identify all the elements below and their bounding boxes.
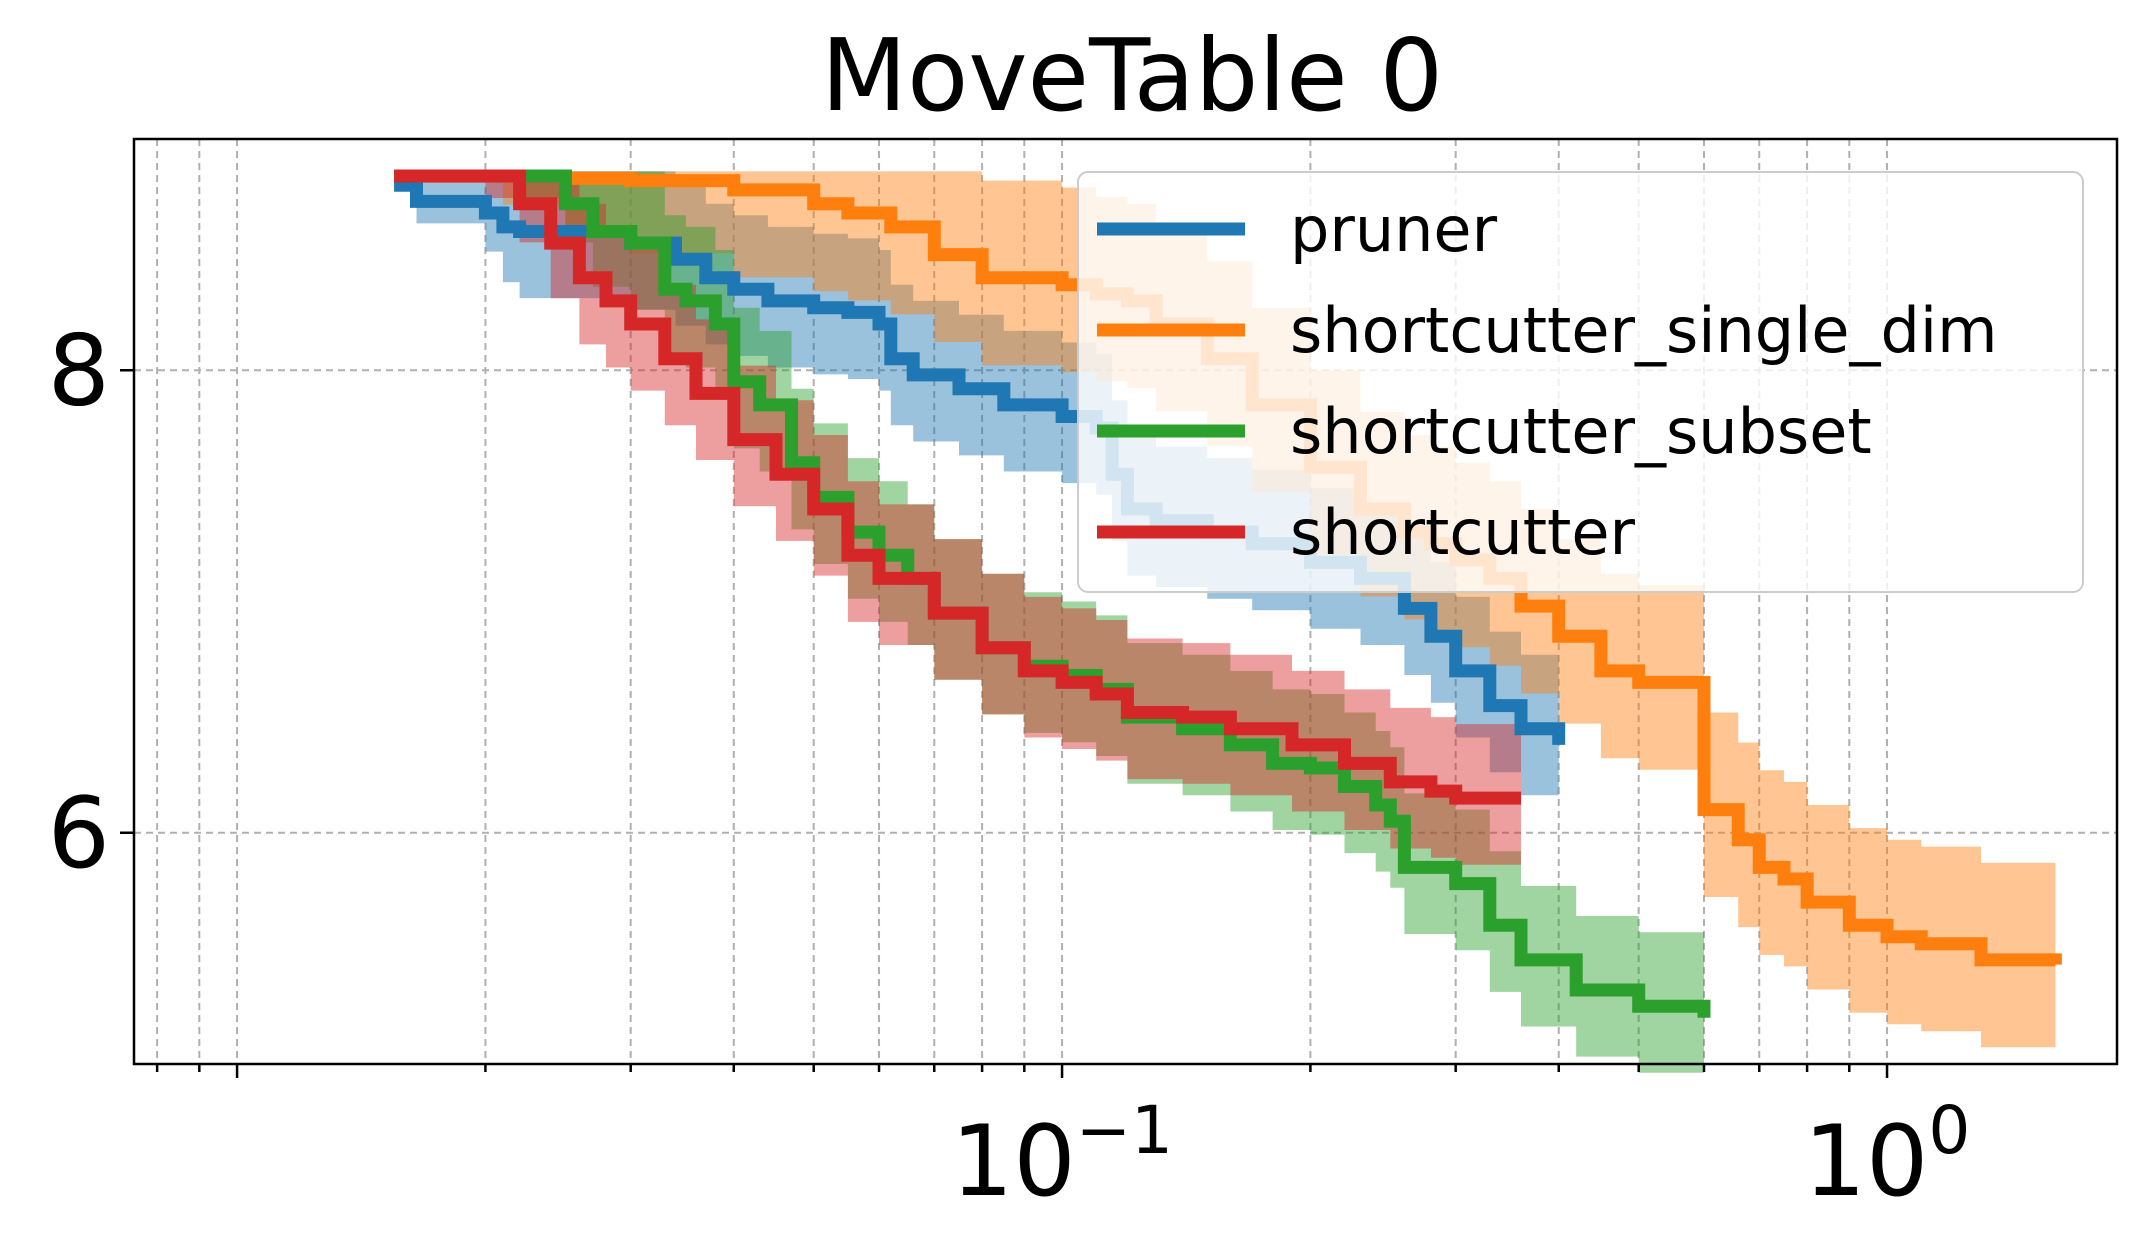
y-tick-label: 8 xyxy=(48,314,110,428)
x-tick-label: 10−1 xyxy=(951,1092,1173,1219)
legend-label-shortcutter-single-dim: shortcutter_single_dim xyxy=(1290,294,1998,367)
axis-ticks: 10−1 100 6 8 xyxy=(48,314,1971,1219)
x-tick-label: 100 xyxy=(1804,1092,1971,1219)
band-shortcutter-subset xyxy=(394,171,1705,1085)
y-tick-label: 6 xyxy=(48,777,110,891)
band-shortcutter xyxy=(394,171,1522,865)
plot-area-frame xyxy=(132,137,2119,1066)
legend-box xyxy=(1077,171,2084,593)
legend: pruner shortcutter_single_dim shortcutter_… xyxy=(1077,171,2084,593)
series-line-shortcutter xyxy=(394,169,1521,805)
legend-label-pruner: pruner xyxy=(1290,193,1498,266)
legend-label-shortcutter-subset: shortcutter_subset xyxy=(1290,395,1872,468)
chart-title: MoveTable 0 xyxy=(821,17,1443,134)
legend-label-shortcutter: shortcutter xyxy=(1290,496,1635,569)
